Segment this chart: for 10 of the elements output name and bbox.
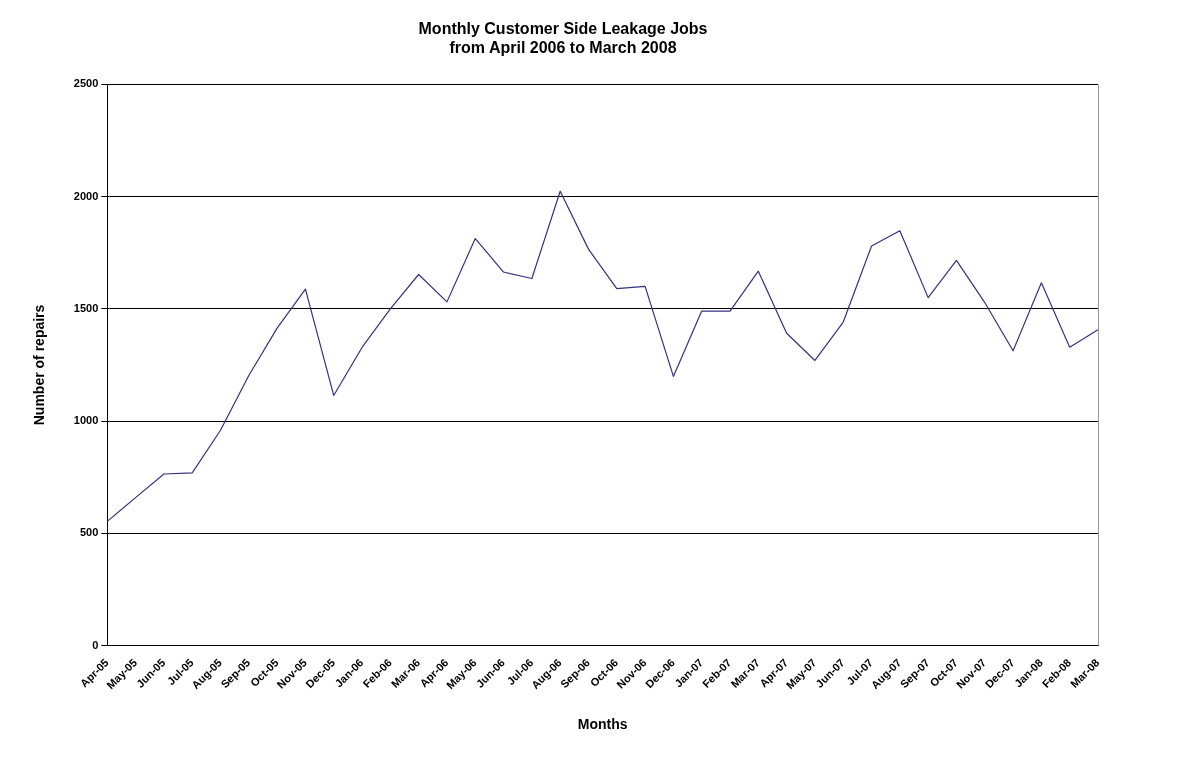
chart-subtitle: from April 2006 to March 2008 — [449, 39, 677, 57]
y-tick-label: 1500 — [73, 301, 99, 314]
y-tick-label: 2500 — [73, 77, 99, 90]
y-axis-title: Number of repairs — [31, 304, 48, 426]
y-tick-label: 2000 — [73, 189, 99, 202]
x-axis-title: Months — [577, 716, 628, 733]
y-tick-label: 500 — [79, 526, 99, 539]
y-tick-label: 0 — [92, 638, 99, 651]
chart-title: Monthly Customer Side Leakage Jobs — [418, 20, 708, 38]
y-tick-label: 1000 — [73, 414, 99, 427]
